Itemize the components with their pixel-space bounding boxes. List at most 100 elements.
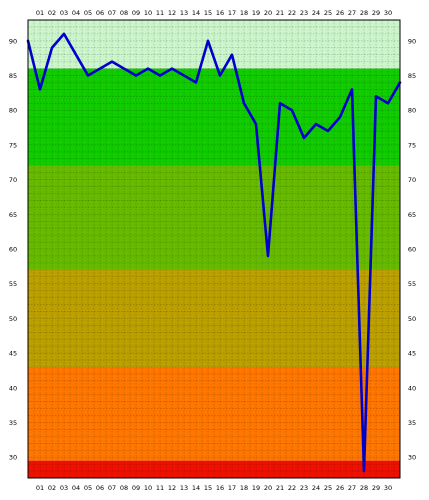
x-tick-label-bottom: 21 <box>276 484 284 492</box>
y-tick-label-left: 40 <box>9 384 17 392</box>
data-point <box>219 74 221 77</box>
y-tick-label-right: 65 <box>408 211 416 219</box>
band-3 <box>28 269 400 367</box>
x-tick-label-top: 26 <box>336 9 344 17</box>
y-axis-left-labels: 30 35 40 45 50 55 60 65 70 75 80 85 90 <box>9 37 17 461</box>
x-tick-label-bottom: 22 <box>288 484 296 492</box>
y-tick-label-left: 55 <box>9 280 17 288</box>
x-tick-label-top: 09 <box>132 9 140 17</box>
x-tick-label-top: 15 <box>204 9 212 17</box>
x-tick-label-top: 10 <box>144 9 152 17</box>
data-point <box>243 102 245 105</box>
band-5 <box>28 460 400 478</box>
band-1 <box>28 68 400 166</box>
x-tick-label-top: 19 <box>252 9 260 17</box>
x-tick-label-bottom: 11 <box>156 484 164 492</box>
x-tick-label-top: 22 <box>288 9 296 17</box>
x-tick-label-bottom: 27 <box>348 484 356 492</box>
data-point <box>75 53 77 56</box>
x-tick-label-top: 28 <box>360 9 368 17</box>
data-point <box>303 137 305 139</box>
data-point <box>183 74 185 77</box>
data-point <box>339 116 341 119</box>
x-tick-label-bottom: 28 <box>360 484 368 492</box>
x-tick-label-bottom: 07 <box>108 484 116 492</box>
x-tick-label-bottom: 26 <box>336 484 344 492</box>
y-tick-label-left: 60 <box>9 246 17 254</box>
x-tick-label-top: 03 <box>60 9 68 17</box>
data-point <box>111 60 113 63</box>
x-tick-label-top: 27 <box>348 9 356 17</box>
y-tick-label-left: 90 <box>9 37 17 45</box>
y-tick-label-right: 35 <box>408 419 416 427</box>
data-point <box>363 470 365 472</box>
data-point <box>231 53 233 56</box>
y-tick-label-right: 90 <box>408 37 416 45</box>
x-tick-label-bottom: 18 <box>240 484 248 492</box>
x-tick-label-bottom: 14 <box>192 484 200 492</box>
x-axis-bottom-labels: 01 02 03 04 05 06 07 08 09 10 11 12 13 14 15 16 17 18 19 20… <box>36 484 392 492</box>
data-point <box>195 81 197 84</box>
x-tick-label-top: 07 <box>108 9 116 17</box>
y-tick-label-right: 80 <box>408 107 416 115</box>
y-tick-label-right: 60 <box>408 246 416 254</box>
x-tick-label-bottom: 23 <box>300 484 308 492</box>
y-tick-label-left: 65 <box>9 211 17 219</box>
x-tick-label-bottom: 19 <box>252 484 260 492</box>
x-tick-label-top: 17 <box>228 9 236 17</box>
band-4 <box>28 366 400 461</box>
x-tick-label-bottom: 12 <box>168 484 176 492</box>
x-tick-label-bottom: 24 <box>312 484 320 492</box>
x-tick-label-top: 24 <box>312 9 320 17</box>
x-tick-label-top: 12 <box>168 9 176 17</box>
y-tick-label-left: 35 <box>9 419 17 427</box>
x-tick-label-bottom: 08 <box>120 484 128 492</box>
x-tick-label-top: 20 <box>264 9 272 17</box>
data-point <box>51 46 53 49</box>
x-tick-label-bottom: 17 <box>228 484 236 492</box>
x-tick-label-top: 21 <box>276 9 284 17</box>
y-tick-label-left: 75 <box>9 141 17 149</box>
x-tick-label-top: 06 <box>96 9 104 17</box>
y-tick-label-left: 50 <box>9 315 17 323</box>
x-tick-label-bottom: 25 <box>324 484 332 492</box>
data-point <box>291 109 293 112</box>
data-point <box>255 123 257 125</box>
data-point <box>375 95 377 98</box>
series-line-0 <box>26 32 402 473</box>
y-tick-label-left: 45 <box>9 350 17 358</box>
data-point <box>159 74 161 77</box>
y-tick-label-left: 70 <box>9 176 17 184</box>
x-tick-label-bottom: 01 <box>36 484 44 492</box>
x-tick-label-top: 13 <box>180 9 188 17</box>
data-point <box>315 123 317 125</box>
x-tick-label-top: 11 <box>156 9 164 17</box>
y-tick-label-left: 80 <box>9 107 17 115</box>
x-tick-label-top: 05 <box>84 9 92 17</box>
y-tick-label-right: 45 <box>408 350 416 358</box>
data-point <box>171 67 173 70</box>
x-tick-label-bottom: 13 <box>180 484 188 492</box>
x-tick-label-top: 23 <box>300 9 308 17</box>
x-tick-label-bottom: 16 <box>216 484 224 492</box>
y-tick-label-right: 50 <box>408 315 416 323</box>
background-bands <box>28 20 400 478</box>
data-point <box>63 32 65 35</box>
y-tick-label-left: 85 <box>9 72 17 80</box>
x-tick-label-top: 01 <box>36 9 44 17</box>
data-point <box>207 39 209 42</box>
data-point <box>87 74 89 77</box>
x-tick-label-bottom: 02 <box>48 484 56 492</box>
y-tick-label-right: 75 <box>408 141 416 149</box>
x-tick-label-bottom: 09 <box>132 484 140 492</box>
data-point <box>99 67 101 70</box>
x-tick-label-bottom: 04 <box>72 484 80 492</box>
data-point <box>387 102 389 105</box>
x-tick-label-top: 04 <box>72 9 80 17</box>
x-tick-label-bottom: 20 <box>264 484 272 492</box>
y-tick-label-right: 70 <box>408 176 416 184</box>
x-tick-label-bottom: 06 <box>96 484 104 492</box>
data-point <box>123 67 125 70</box>
plot-frame <box>27 19 401 479</box>
